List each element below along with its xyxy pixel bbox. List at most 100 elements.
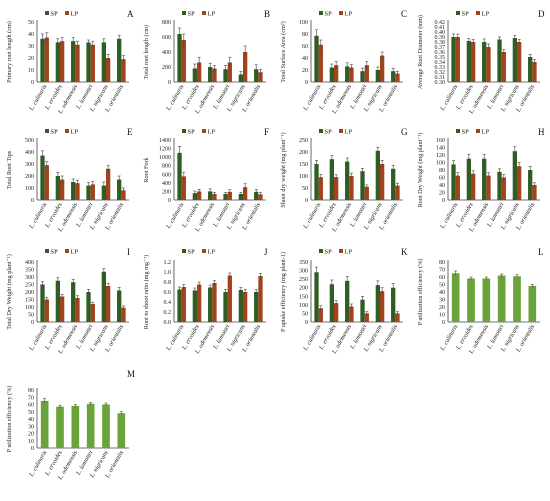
bar-sp (360, 299, 365, 322)
bar-sp (314, 164, 319, 200)
bar-sp (71, 41, 76, 82)
bar-value (482, 278, 491, 322)
y-tick-label: 1200 (159, 147, 171, 153)
y-tick-label: 0.33 (435, 65, 446, 71)
y-tick-label: 300 (25, 162, 34, 168)
bar-lp (517, 42, 522, 82)
y-axis-label: Primary root length (cm) (6, 21, 13, 83)
bar-value (497, 275, 506, 322)
bar-lp (486, 47, 491, 82)
bar-sp (528, 57, 533, 82)
bar-sp (391, 287, 396, 322)
bar-lp (197, 191, 202, 200)
bar-sp (208, 287, 213, 322)
bar-sp (512, 38, 517, 82)
y-tick-label: 80 (439, 260, 445, 266)
y-tick-label: 0.4 (164, 300, 172, 306)
bar-lp (227, 275, 232, 322)
legend-label-lp: LP (208, 129, 216, 136)
bar-lp (75, 183, 80, 200)
y-axis-label: P utilization efficiency (%) (417, 259, 424, 326)
y-tick-label: 80 (28, 388, 34, 394)
legend-label-sp: SP (462, 129, 470, 136)
legend-swatch-lp (476, 129, 480, 133)
y-tick-label: 0 (31, 446, 34, 452)
bar-lp (258, 72, 263, 82)
chart-panel-c: Total Surface Area (cm²) 0 20 40 60 80 100 C SP L… (280, 9, 407, 116)
bar-lp (90, 44, 95, 82)
y-axis-label: P utilization efficiency (%) (6, 386, 13, 453)
y-tick-label: 0 (442, 198, 445, 204)
legend-label-lp: LP (345, 249, 353, 256)
y-tick-label: 10 (28, 439, 34, 445)
bar-lp (60, 179, 65, 200)
bar-lp (364, 186, 369, 200)
y-axis-label: Total Root Tips (6, 150, 13, 189)
panel-letter: K (401, 247, 408, 257)
chart-panel-k: P uptake efficiency (mg plant-1) 0 50 100 15… (280, 247, 408, 356)
bar-sp (223, 69, 228, 82)
panel-letter: E (127, 127, 133, 137)
y-tick-label: 400 (162, 181, 171, 187)
legend-label-lp: LP (482, 11, 490, 18)
y-tick-label: 500 (25, 138, 34, 144)
legend-label-lp: LP (71, 129, 79, 136)
y-tick-label: 0.38 (435, 40, 446, 46)
chart-panel-g: Shoot dry weight (mg plant⁻¹) 0 50 100 150 20… (280, 127, 408, 234)
bar-lp (486, 175, 491, 200)
y-tick-label: 200 (25, 290, 34, 296)
panel-letter: A (127, 9, 134, 19)
legend-label-sp: SP (188, 129, 196, 136)
bar-lp (532, 185, 537, 200)
legend-label-sp: SP (325, 11, 333, 18)
panel-letter: H (538, 127, 545, 137)
bar-lp (455, 37, 460, 82)
y-tick-label: 0 (31, 198, 34, 204)
y-tick-label: 50 (28, 410, 34, 416)
bar-sp (177, 152, 182, 200)
y-tick-label: 20 (439, 305, 445, 311)
bar-sp (71, 282, 76, 322)
y-tick-label: 1.2 (164, 260, 172, 266)
bar-sp (55, 42, 60, 82)
bar-lp (106, 286, 111, 322)
y-tick-label: 50 (302, 311, 308, 317)
bar-value (117, 413, 126, 448)
bar-sp (223, 292, 228, 322)
y-tick-label: 0.35 (435, 55, 446, 61)
bar-lp (243, 292, 248, 322)
y-tick-label: 600 (162, 35, 171, 41)
y-tick-label: 0 (305, 198, 308, 204)
bar-lp (258, 194, 263, 200)
y-tick-label: 1400 (159, 138, 171, 144)
bar-sp (329, 67, 334, 82)
bar-lp (44, 37, 49, 82)
bar-sp (101, 185, 106, 200)
bar-lp (471, 173, 476, 200)
legend-swatch-sp (456, 11, 460, 15)
bar-value (86, 403, 95, 448)
bar-value (56, 406, 64, 448)
legend-label-sp: SP (188, 249, 196, 256)
y-tick-label: 100 (25, 305, 34, 311)
y-tick-label: 200 (162, 65, 171, 71)
bar-lp (197, 284, 202, 322)
bar-sp (208, 191, 213, 200)
y-tick-label: 10 (28, 68, 34, 74)
bar-lp (212, 194, 217, 200)
y-tick-label: 400 (25, 150, 34, 156)
bar-sp (314, 272, 319, 322)
bar-lp (75, 44, 80, 82)
bar-lp (349, 176, 354, 200)
legend-swatch-lp (339, 129, 343, 133)
bar-sp (254, 191, 259, 200)
legend-swatch-lp (476, 11, 480, 15)
bar-sp (40, 38, 45, 82)
bar-sp (192, 193, 197, 200)
y-tick-label: 0 (31, 80, 34, 86)
bar-lp (334, 65, 339, 82)
bar-value (528, 286, 537, 322)
